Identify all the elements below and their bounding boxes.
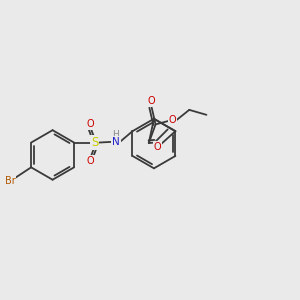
Text: H: H — [112, 130, 119, 139]
Text: S: S — [91, 136, 98, 149]
Text: Br: Br — [5, 176, 16, 185]
Text: O: O — [147, 96, 155, 106]
Text: O: O — [169, 115, 177, 125]
Text: O: O — [87, 156, 94, 166]
Text: O: O — [87, 119, 94, 129]
Text: O: O — [154, 142, 161, 152]
Text: N: N — [112, 137, 120, 147]
